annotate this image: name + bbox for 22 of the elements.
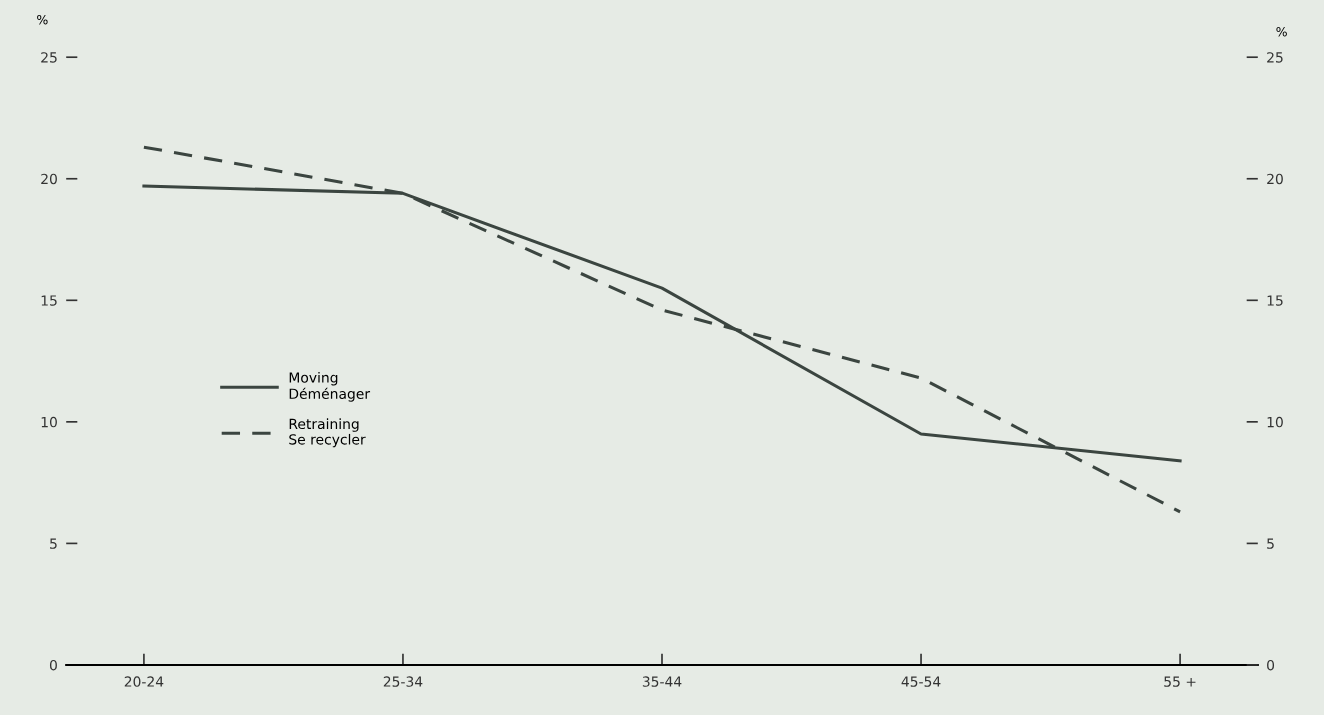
y-tick-label: 20 [41,173,57,185]
x-tick-label: 25-34 [383,676,423,687]
y-tick-label: 0 [49,659,57,671]
y-tick-label: 5 [50,538,57,549]
y2-tick-label: 0 [1267,659,1275,671]
y2-tick-label: 20 [1267,173,1283,185]
legend-label: Retraining Se recycler [289,418,366,448]
y-tick-label: 15 [41,295,57,306]
x-tick-label: 45-54 [901,676,941,687]
x-tick-label: 35-44 [642,676,682,687]
y2-tick-label: 5 [1267,538,1274,549]
line-series [142,145,1182,514]
legend-label: Moving Déménager [289,372,371,402]
y2-axis-title: % [1276,27,1287,37]
y2-tick-label: 10 [1267,416,1283,428]
y-tick-label: 10 [41,416,57,428]
y2-tick-label: 15 [1267,295,1283,306]
y2-tick-label: 25 [1267,52,1283,63]
y-axis-title: % [37,14,48,25]
x-tick-label: 20-24 [124,676,164,687]
y-tick-label: 25 [41,52,57,63]
x-tick-label: 55 + [1164,676,1196,687]
